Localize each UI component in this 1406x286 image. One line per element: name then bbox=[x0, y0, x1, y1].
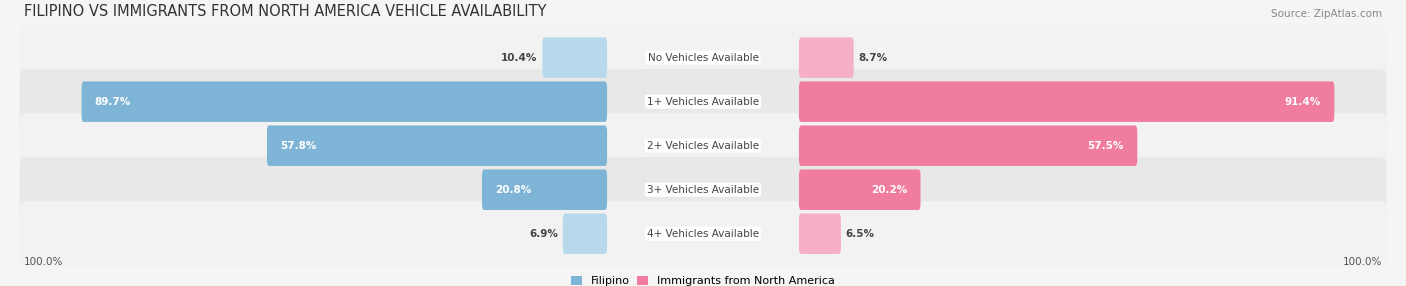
Text: FILIPINO VS IMMIGRANTS FROM NORTH AMERICA VEHICLE AVAILABILITY: FILIPINO VS IMMIGRANTS FROM NORTH AMERIC… bbox=[24, 4, 547, 19]
Text: 10.4%: 10.4% bbox=[501, 53, 537, 63]
FancyBboxPatch shape bbox=[20, 25, 1386, 90]
Text: 6.9%: 6.9% bbox=[529, 229, 558, 239]
Text: 100.0%: 100.0% bbox=[24, 257, 63, 267]
FancyBboxPatch shape bbox=[562, 213, 607, 254]
Legend: Filipino, Immigrants from North America: Filipino, Immigrants from North America bbox=[571, 276, 835, 286]
FancyBboxPatch shape bbox=[20, 69, 1386, 134]
FancyBboxPatch shape bbox=[799, 82, 1334, 122]
FancyBboxPatch shape bbox=[799, 126, 1137, 166]
FancyBboxPatch shape bbox=[20, 113, 1386, 178]
Text: 6.5%: 6.5% bbox=[846, 229, 875, 239]
FancyBboxPatch shape bbox=[799, 213, 841, 254]
FancyBboxPatch shape bbox=[799, 170, 921, 210]
Text: 1+ Vehicles Available: 1+ Vehicles Available bbox=[647, 97, 759, 107]
Text: 8.7%: 8.7% bbox=[859, 53, 887, 63]
Text: 57.8%: 57.8% bbox=[280, 141, 316, 151]
Text: 20.8%: 20.8% bbox=[495, 185, 531, 195]
Text: 100.0%: 100.0% bbox=[1343, 257, 1382, 267]
Text: 91.4%: 91.4% bbox=[1285, 97, 1322, 107]
Text: 4+ Vehicles Available: 4+ Vehicles Available bbox=[647, 229, 759, 239]
Text: 89.7%: 89.7% bbox=[94, 97, 131, 107]
Text: No Vehicles Available: No Vehicles Available bbox=[648, 53, 758, 63]
FancyBboxPatch shape bbox=[267, 126, 607, 166]
Text: 3+ Vehicles Available: 3+ Vehicles Available bbox=[647, 185, 759, 195]
FancyBboxPatch shape bbox=[799, 37, 853, 78]
Text: 57.5%: 57.5% bbox=[1088, 141, 1123, 151]
Text: 2+ Vehicles Available: 2+ Vehicles Available bbox=[647, 141, 759, 151]
FancyBboxPatch shape bbox=[20, 201, 1386, 266]
FancyBboxPatch shape bbox=[482, 170, 607, 210]
Text: 20.2%: 20.2% bbox=[870, 185, 907, 195]
Text: Source: ZipAtlas.com: Source: ZipAtlas.com bbox=[1271, 9, 1382, 19]
FancyBboxPatch shape bbox=[82, 82, 607, 122]
FancyBboxPatch shape bbox=[20, 157, 1386, 222]
FancyBboxPatch shape bbox=[543, 37, 607, 78]
